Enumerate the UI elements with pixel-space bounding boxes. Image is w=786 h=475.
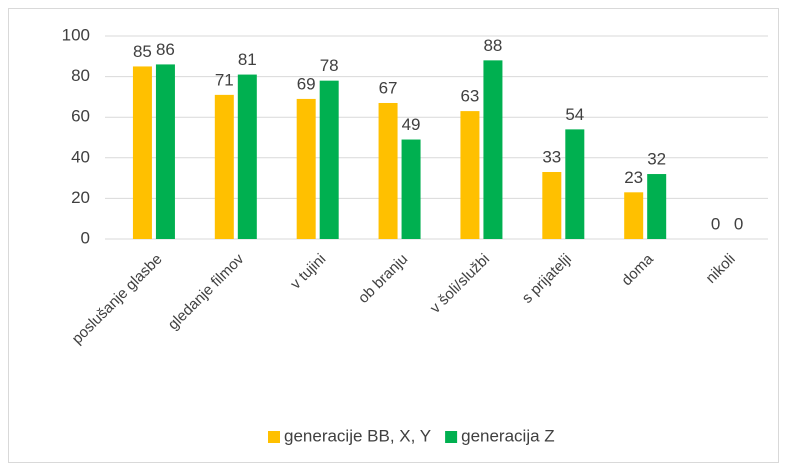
bar [237, 74, 257, 239]
bar [483, 60, 503, 239]
legend-label: generacija Z [461, 426, 555, 445]
y-tick-label: 60 [71, 107, 90, 126]
y-tick-label: 80 [71, 66, 90, 85]
bar [565, 129, 585, 239]
data-label: 32 [647, 150, 666, 169]
data-label: 78 [320, 56, 339, 75]
data-label: 67 [379, 78, 398, 97]
bar [296, 98, 316, 240]
data-label: 0 [734, 214, 743, 233]
data-label: 86 [156, 40, 175, 59]
data-label: 33 [542, 147, 561, 166]
y-tick-label: 40 [71, 147, 90, 166]
data-label: 81 [238, 50, 257, 69]
bar [542, 172, 562, 239]
data-label: 85 [133, 42, 152, 61]
bar [401, 139, 421, 239]
bar [460, 111, 480, 239]
bar [319, 80, 339, 239]
bar [624, 192, 644, 239]
y-tick-label: 20 [71, 188, 90, 207]
data-label: 71 [215, 70, 234, 89]
data-label: 88 [483, 36, 502, 55]
bar [378, 102, 398, 240]
legend-swatch [445, 431, 458, 443]
data-label: 63 [460, 87, 479, 106]
bar [132, 66, 152, 239]
legend-label: generacije BB, X, Y [284, 426, 431, 445]
bar [155, 64, 175, 239]
bar [647, 174, 667, 239]
data-label: 69 [297, 74, 316, 93]
data-label: 23 [624, 168, 643, 187]
data-label: 54 [565, 105, 584, 124]
data-label: 49 [402, 115, 421, 134]
y-tick-label: 100 [62, 25, 90, 44]
bar [214, 94, 234, 240]
y-tick-label: 0 [81, 228, 90, 247]
data-label: 0 [711, 214, 720, 233]
legend-swatch [268, 431, 280, 443]
